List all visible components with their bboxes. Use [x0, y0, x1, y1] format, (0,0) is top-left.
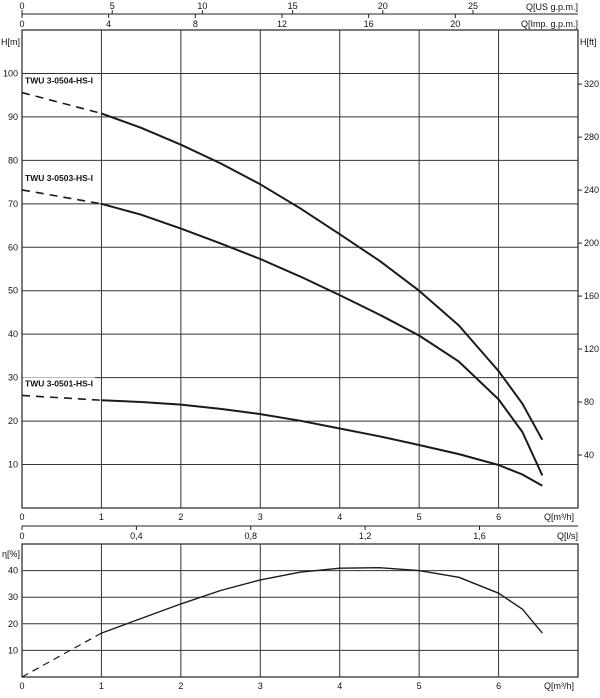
head-plot-frame	[21, 29, 579, 509]
eff-x-axis-label: Q[m³/h]	[544, 681, 574, 691]
head-right-axis-label: H[ft]	[580, 37, 597, 47]
eff-x-tick-label: 4	[337, 681, 342, 691]
head-right-tick-label: 200	[584, 238, 599, 248]
head-right-tick-label: 120	[584, 344, 599, 354]
head-x-tick-label: 0	[19, 512, 24, 522]
head-x-tick-label: 6	[496, 512, 501, 522]
efficiency-curve	[101, 567, 543, 634]
head-x-tick-label: 4	[337, 512, 342, 522]
head-y-tick-label: 90	[8, 112, 18, 122]
eff-plot-frame	[21, 543, 579, 678]
eff-x-tick-label: 1	[99, 681, 104, 691]
series-label: TWU 3-0504-HS-I	[25, 76, 93, 86]
efficiency-curve-dashed-extension	[21, 632, 102, 678]
top-imp-tick-label: 16	[364, 19, 374, 29]
eff-y-tick-label: 10	[8, 645, 18, 655]
head-y-tick-label: 10	[8, 460, 18, 470]
head-curve-dashed-extension	[21, 394, 102, 402]
head-x-tick-label: 3	[258, 512, 263, 522]
top-imp-tick-label: 12	[277, 19, 287, 29]
curve-twu-3-0501	[101, 399, 543, 487]
series-label-bg	[23, 74, 95, 87]
top-imp-tick-label: 0	[19, 19, 24, 29]
eff-top-tick-label: 0	[19, 531, 24, 541]
head-y-tick-label: 40	[8, 329, 18, 339]
top-us-tick-label: 15	[288, 1, 298, 11]
series-label-bg	[23, 171, 95, 184]
head-y-tick-label: 20	[8, 416, 18, 426]
top-imp-tick-label: 4	[106, 19, 111, 29]
eff-x-tick-label: 0	[19, 681, 24, 691]
series-label: TWU 3-0501-HS-I	[25, 378, 93, 388]
top-us-axis-label: Q[US g.p.m.]	[526, 2, 578, 12]
eff-top-tick-label: 1,2	[359, 531, 372, 541]
eff-top-axis-label: Q[l/s]	[557, 531, 578, 541]
head-y-tick-label: 70	[8, 199, 18, 209]
top-us-tick-label: 20	[378, 1, 388, 11]
head-right-tick-label: 240	[584, 185, 599, 195]
head-y-tick-label: 30	[8, 373, 18, 383]
top-us-tick-label: 10	[197, 1, 207, 11]
head-y-tick-label: 80	[8, 155, 18, 165]
eff-x-tick-label: 2	[178, 681, 183, 691]
top-us-tick-label: 25	[468, 1, 478, 11]
head-x-axis-label: Q[m³/h]	[544, 512, 574, 522]
head-x-tick-label: 5	[417, 512, 422, 522]
eff-top-tick-label: 1,6	[473, 531, 486, 541]
eff-top-tick-label: 0,8	[244, 531, 257, 541]
head-y-axis-label: H[m]	[1, 37, 20, 47]
top-us-tick-label: 0	[19, 1, 24, 11]
curve-twu-3-0504	[101, 112, 544, 441]
eff-y-tick-label: 40	[8, 566, 18, 576]
eff-y-axis-label: η[%]	[2, 549, 20, 559]
eff-y-tick-label: 30	[8, 592, 18, 602]
eff-x-tick-label: 3	[258, 681, 263, 691]
eff-top-tick-label: 0,4	[130, 531, 143, 541]
top-imp-tick-label: 20	[450, 19, 460, 29]
head-curve-dashed-extension	[21, 91, 102, 115]
head-right-tick-label: 40	[584, 450, 594, 460]
head-x-tick-label: 1	[99, 512, 104, 522]
series-label: TWU 3-0503-HS-I	[25, 173, 93, 183]
head-right-tick-label: 160	[584, 291, 599, 301]
eff-y-tick-label: 20	[8, 619, 18, 629]
top-imp-tick-label: 8	[193, 19, 198, 29]
eff-x-tick-label: 6	[496, 681, 501, 691]
head-y-tick-label: 100	[3, 68, 18, 78]
eff-x-tick-label: 5	[417, 681, 422, 691]
head-right-tick-label: 80	[584, 397, 594, 407]
head-right-tick-label: 280	[584, 132, 599, 142]
head-y-tick-label: 60	[8, 242, 18, 252]
head-x-tick-label: 2	[178, 512, 183, 522]
head-curve-dashed-extension	[21, 189, 102, 205]
top-us-tick-label: 5	[110, 1, 115, 11]
curve-twu-3-0503	[101, 202, 544, 476]
series-label-bg	[23, 377, 95, 390]
head-y-tick-label: 50	[8, 286, 18, 296]
top-imp-axis-label: Q[Imp. g.p.m.]	[521, 19, 578, 29]
head-right-tick-label: 320	[584, 79, 599, 89]
